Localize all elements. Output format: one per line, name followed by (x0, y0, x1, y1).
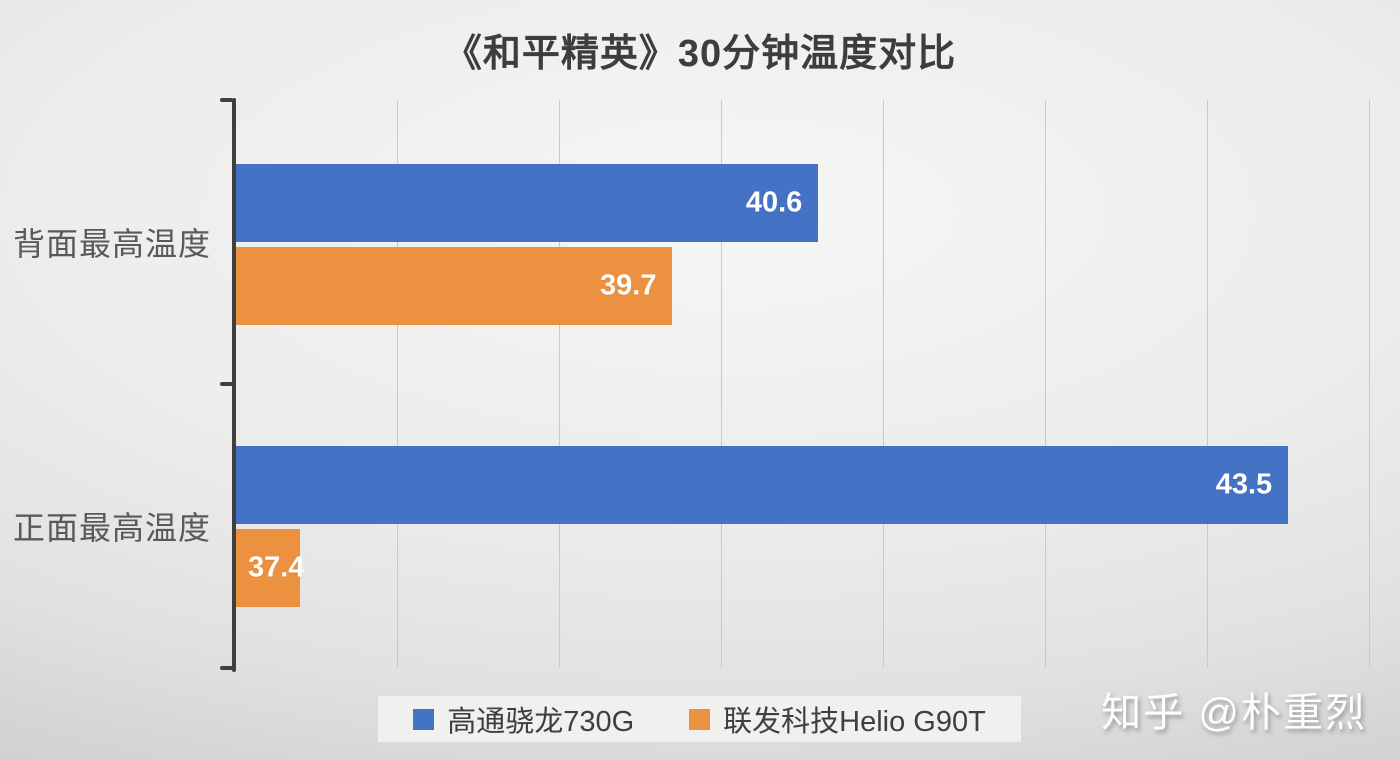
chart-legend: 高通骁龙730G 联发科技Helio G90T (378, 696, 1021, 742)
bar-snapdragon730g-front: 43.5 (235, 446, 1289, 524)
legend-item-snapdragon730g: 高通骁龙730G (413, 698, 634, 740)
y-axis-tick (220, 382, 233, 386)
gridline (1369, 100, 1371, 668)
bar-snapdragon730g-back: 40.6 (235, 164, 819, 242)
bar-heliog90t-back: 39.7 (235, 247, 673, 325)
y-axis-tick (220, 666, 233, 670)
gridline (721, 100, 723, 668)
legend-swatch-blue (413, 708, 435, 730)
chart-title: 《和平精英》30分钟温度对比 (443, 33, 957, 75)
legend-label: 高通骁龙730G (447, 706, 635, 738)
bar-value-label: 37.4 (248, 551, 305, 584)
bar-value-label: 40.6 (745, 186, 803, 219)
gridline (883, 100, 885, 668)
bar-group-back: 40.6 39.7 (235, 164, 819, 330)
legend-label: 联发科技Helio G90T (723, 706, 986, 738)
plot-area: 40.6 39.7 43.5 37.4 (235, 100, 1400, 668)
bar-heliog90t-front: 37.4 (235, 529, 304, 607)
legend-item-heliog90t: 联发科技Helio G90T (689, 698, 986, 740)
y-axis-line (232, 98, 236, 672)
gridline (559, 100, 561, 668)
legend-swatch-orange (689, 708, 711, 730)
gridline (1207, 100, 1209, 668)
y-axis-tick (220, 98, 233, 102)
gridline (397, 100, 399, 668)
bar-group-front: 43.5 37.4 (235, 446, 1289, 612)
bar-value-label: 43.5 (1215, 468, 1273, 501)
bar-value-label: 39.7 (600, 269, 657, 302)
category-label-back: 背面最高温度 (13, 226, 212, 262)
gridline (1045, 100, 1047, 668)
category-label-front: 正面最高温度 (13, 510, 212, 546)
watermark-zhihu: 知乎 @朴重烈 (1101, 691, 1367, 735)
